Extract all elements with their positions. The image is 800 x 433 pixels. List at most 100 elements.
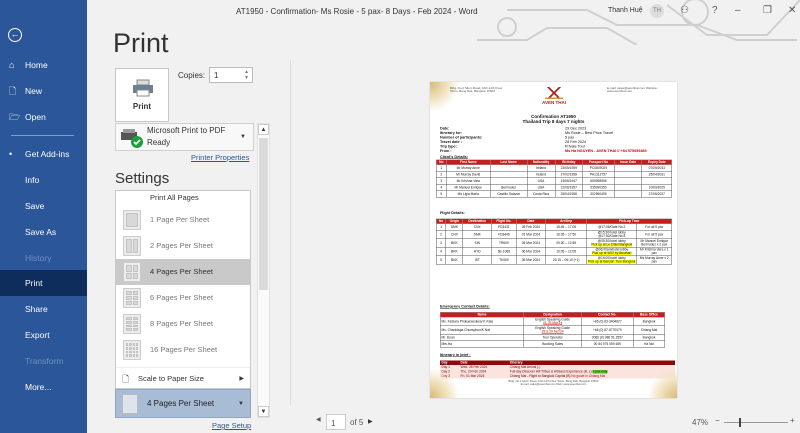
menu-item-scale-to-paper-size[interactable]: 🗋 Scale to Paper Size ▶ [116, 367, 250, 388]
doc-title: Confirmation AT1950 [531, 114, 576, 119]
sidebar-item-export[interactable]: Export [0, 322, 87, 348]
menu-item-8-pages-per-sheet[interactable]: 8 Pages Per Sheet [116, 311, 250, 337]
menu-item-4-pages-per-sheet[interactable]: 4 Pages Per Sheet [116, 259, 250, 285]
sidebar-item-get-add-ins[interactable]: • Get Add-ins [0, 141, 87, 167]
new-icon: 🗋 [9, 86, 17, 96]
zoom-level[interactable]: 47% [692, 418, 709, 427]
print-button[interactable]: Print [115, 68, 169, 122]
pickup-time: @05:30/hotel lobby [597, 239, 626, 244]
page-layout-icon [123, 210, 141, 230]
next-page-icon[interactable]: ▶ [368, 419, 373, 425]
info-label: Number of participants: [440, 135, 483, 140]
sidebar-item-new[interactable]: 🗋 New [0, 78, 87, 104]
back-arrow-icon[interactable]: ← [8, 28, 22, 42]
sidebar-item-share[interactable]: Share [0, 296, 87, 322]
document-page-preview: Bldg. No.2 Silom Road, 10th-14th Floor S… [430, 82, 677, 398]
zoom-slider[interactable] [724, 418, 788, 427]
table-row: 5 BKK IST TK069 06 Mar 2024 23:15 – 06:10 (+1… [435, 255, 672, 265]
itinerary-note: No guide in Chiang Mai [571, 374, 606, 379]
table-cell: Day 1 [440, 365, 460, 370]
table-cell: 10:05 – 12:05 [545, 247, 588, 256]
chevron-down-icon: ▼ [240, 134, 246, 140]
table-cell: 23:15 – 06:10 (+1) [545, 255, 588, 265]
sidebar-item-save[interactable]: Save [0, 193, 87, 219]
printer-dropdown[interactable]: Microsoft Print to PDF Ready ▼ [115, 123, 254, 151]
menu-item-print-all-pages[interactable]: Print All Pages [116, 191, 250, 205]
sidebar-item-label: Home [25, 60, 48, 70]
page-layout-icon [123, 236, 141, 256]
open-icon: 🗁 [9, 112, 21, 122]
menu-item-label: 4 Pages Per Sheet [150, 267, 213, 276]
page-number-input[interactable]: 1 [326, 414, 346, 430]
page-setup-link[interactable]: Page Setup [212, 421, 252, 430]
designation: English Speaking Guide [535, 318, 570, 322]
home-icon: ⌂ [9, 60, 15, 70]
table-cell: 5 [435, 190, 447, 198]
sidebar-item-more[interactable]: More... [0, 374, 87, 400]
flights-table: No Origin Destination Flight No. Date Arr/Dep… [435, 218, 672, 265]
table-cell: 09:30 – 12:55 [545, 238, 588, 248]
close-button[interactable]: ✕ [788, 5, 797, 16]
circuit-decoration-icon [477, 0, 800, 45]
pickup-time: @17:05/Gate No.2 [598, 225, 626, 229]
table-cell: Wed, 28 Feb 2024 [459, 365, 509, 370]
guide-dates: 01-03 Mar'24 [543, 321, 563, 326]
sidebar-item-open[interactable]: 🗁 Open [0, 104, 87, 130]
table-row: 1 Mr Murray Anne Ireland 23/05/1959 PC080902… [435, 164, 672, 172]
info-value: Ms Ha NGUYEN - AVEN THAI // +84 97505948… [565, 148, 647, 154]
coauthor-icon[interactable]: ⚇ [680, 5, 689, 16]
table-cell: Bangkok [632, 317, 666, 326]
menu-item-label: 2 Pages Per Sheet [150, 241, 213, 250]
minimize-button[interactable]: – [735, 5, 741, 16]
scrollbar-thumb[interactable] [259, 138, 268, 290]
sidebar-item-home[interactable]: ⌂ Home [0, 52, 87, 78]
info-label: Itinerary for: [440, 130, 463, 136]
info-label: Trip type: [440, 144, 457, 149]
scroll-down-icon[interactable]: ▼ [258, 406, 269, 417]
designation: Tour Operator [542, 335, 563, 340]
table-cell: Chiang Mai Arrival (-) [508, 365, 675, 370]
sidebar-item-label: Export [25, 330, 50, 340]
table-cell: Thu, 29 Feb 2024 [459, 369, 509, 374]
printer-properties-link[interactable]: Printer Properties [191, 153, 250, 162]
copies-input[interactable]: 1 ▲ ▼ [209, 67, 253, 83]
menu-item-1-page-per-sheet[interactable]: 1 Page Per Sheet [116, 207, 250, 233]
help-button[interactable]: ? [712, 5, 718, 16]
sidebar-item-label: Print [25, 278, 43, 288]
menu-item-6-pages-per-sheet[interactable]: 6 Pages Per Sheet [116, 285, 250, 311]
user-name[interactable]: Thanh Huệ [608, 7, 643, 14]
menu-item-2-pages-per-sheet[interactable]: 2 Pages Per Sheet [116, 233, 250, 259]
menu-item-16-pages-per-sheet[interactable]: 16 Pages Per Sheet [116, 337, 250, 363]
sidebar-item-label: Share [25, 304, 48, 314]
table-cell: 27/06/2027 [641, 190, 672, 198]
pickup-cell: @19:00/hotel lobby Pick up at Banyan Tree… [586, 255, 637, 265]
table-row: 2 CNX DMK FD3446 01 Mar 2024 16:35 – 17:50 @15… [435, 230, 672, 239]
copies-spinner[interactable]: ▲ ▼ [244, 69, 249, 81]
info-label: Travel date : [440, 139, 462, 145]
pax-cell: Mr Krishna Vara x 1 pax [636, 247, 672, 256]
print-button-label: Print [132, 102, 152, 111]
title-bar: AT1950 - Confirmation- Ms Rosie - 5 pax-… [87, 0, 800, 45]
restore-button[interactable]: ❐ [763, 5, 772, 16]
zoom-slider-thumb[interactable] [739, 418, 742, 427]
scroll-up-icon[interactable]: ▲ [258, 124, 269, 135]
sidebar-divider [11, 135, 74, 136]
sidebar-item-print[interactable]: Print [0, 270, 87, 296]
table-cell: 2 [435, 230, 447, 239]
settings-scrollbar[interactable]: ▲ ▼ [257, 123, 270, 418]
printer-ready-icon [121, 129, 143, 148]
zoom-in-button[interactable]: + [790, 416, 795, 425]
sidebar-item-save-as[interactable]: Save As [0, 219, 87, 245]
zoom-out-button[interactable]: − [715, 416, 720, 425]
sidebar-item-info[interactable]: Info [0, 167, 87, 193]
previous-page-icon[interactable]: ◀ [316, 417, 321, 423]
pages-per-sheet-dropdown[interactable]: 4 Pages Per Sheet ▼ [115, 389, 251, 418]
table-cell: 3 [435, 238, 447, 248]
sidebar-item-transform: Transform [0, 348, 87, 374]
table-row: 4 Mr Manuel Enrique Bermudez USA 21/06/1957 5… [435, 184, 672, 191]
table-row: Ms. Ketsara Phokaewsuksa/ K Kate English … [439, 317, 666, 326]
table-cell: Castillo Salazar [489, 190, 528, 198]
table-cell [614, 190, 643, 198]
avatar[interactable]: TH [650, 4, 664, 18]
